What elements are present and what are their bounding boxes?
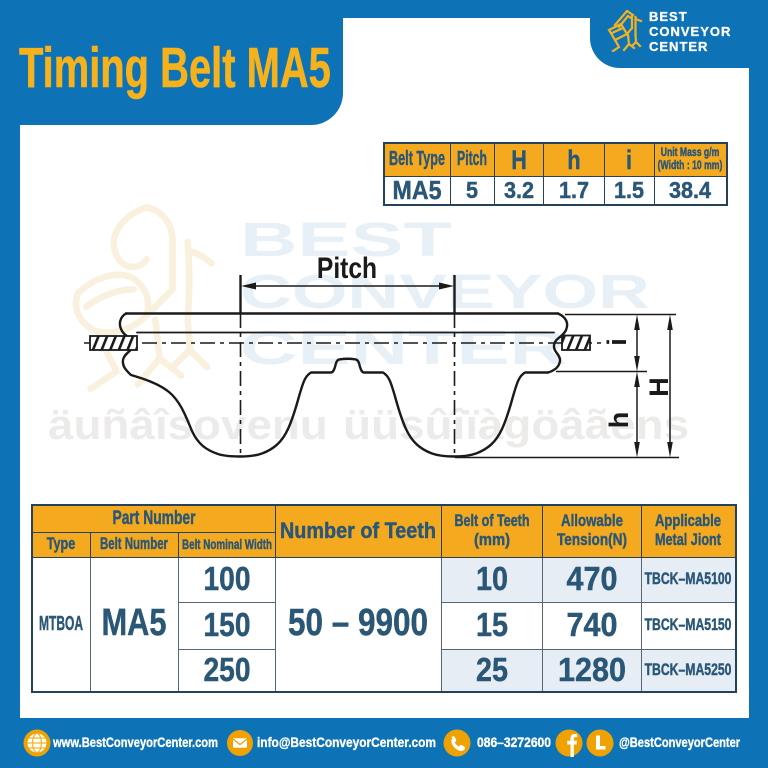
svg-text:Pitch: Pitch [317, 251, 377, 285]
svg-text:H: H [644, 377, 674, 397]
svg-text:i: i [602, 338, 632, 346]
svg-text:h: h [604, 412, 634, 429]
